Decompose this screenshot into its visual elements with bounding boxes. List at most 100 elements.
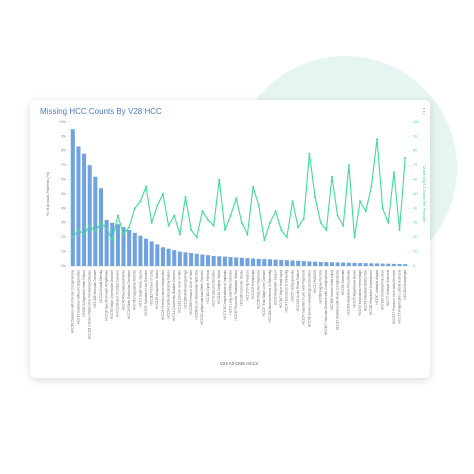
y2-tick-label: 90 [413, 134, 417, 138]
line-point [71, 236, 74, 239]
x-tick-label: HCC59 Major Depressive Disorder [110, 269, 114, 319]
x-tick-label: HCC100 Ischemic Stroke [240, 270, 244, 306]
x-tick-label: HCC75 Myasthenia Gravis [352, 270, 356, 308]
x-tick-label: HCC73 Amyotrophic Lateral Sclerosis [397, 270, 401, 324]
x-axis-title: V24 All CMS HCCs [220, 361, 259, 366]
bar [245, 258, 250, 266]
bar [307, 261, 312, 266]
bar [70, 129, 75, 266]
x-tick-label: HCC48 Coagulation Defects [133, 270, 137, 310]
bar [82, 153, 87, 266]
x-tick-label: HCC107 Vascular Disease with Complicatio… [324, 270, 328, 336]
bar [358, 262, 363, 266]
bar [403, 264, 408, 266]
line-point [263, 239, 266, 242]
line-point [280, 229, 283, 231]
bar [228, 257, 233, 266]
line-point [173, 214, 176, 217]
y2-tick-label: 10 [413, 250, 417, 254]
x-tick-label: HCC112 Fibrosis of Lung [150, 270, 154, 306]
bar [211, 255, 216, 266]
line-point [353, 236, 356, 239]
x-tick-label: HCC114 Aspiration Pneumonias [347, 270, 351, 316]
x-tick-label: HCC111 Chronic Obstructive Pulmonary Dis… [88, 270, 92, 339]
x-tick-label: HCC99 Intracranial Hemorrhage [358, 270, 362, 316]
y-tick-label: 8% [61, 149, 66, 153]
line-point [212, 224, 215, 227]
line-point [229, 214, 232, 217]
bar [200, 254, 205, 266]
x-tick-label: HCC18 Diabetes with Chronic Complication… [71, 270, 75, 334]
line-point [218, 178, 221, 181]
line-point [392, 171, 395, 174]
bar [177, 251, 182, 266]
bar [217, 256, 222, 266]
bar [194, 253, 199, 266]
line-point [404, 157, 407, 159]
bar [183, 252, 188, 266]
bar [172, 250, 177, 266]
x-tick-label: HCC9 Lung and Other Cancers [228, 270, 232, 315]
bar [397, 263, 402, 266]
line-point [398, 229, 401, 231]
x-tick-label: HCC157 Pressure Ulcer with Necrosis [392, 270, 396, 324]
x-tick-label: HCC21 Protein-Calorie Malnutrition [161, 270, 165, 320]
x-tick-label: HCC33 Intestinal Obstruction [364, 270, 368, 312]
bar [262, 259, 267, 266]
line-point [347, 164, 350, 167]
y2-tick-label: 100 [413, 120, 419, 124]
y2-tick-label: 50 [413, 192, 417, 196]
line-point [235, 197, 238, 200]
line-point [297, 226, 300, 229]
x-tick-label: HCC47 Disorders of Immunity [285, 270, 289, 313]
y-tick-label: 4% [61, 206, 66, 210]
line-point [167, 224, 170, 227]
bar [155, 244, 160, 266]
x-tick-label: HCC85 Congestive Heart Failure [82, 270, 86, 317]
line-point [387, 221, 390, 224]
line-point [274, 210, 277, 213]
chart-title: Missing HCC Counts By V28 HCC [40, 107, 162, 116]
x-tick-label: HCC188 Artificial Openings [183, 270, 187, 309]
bar [329, 262, 334, 266]
line-point [257, 204, 260, 207]
x-tick-label: HCC22 Morbid Obesity [99, 270, 103, 303]
bar [166, 248, 171, 266]
x-tick-label: HCC8 Metastatic Cancer [273, 269, 277, 305]
y2-tick-label: 30 [413, 221, 417, 225]
bar [352, 262, 357, 266]
x-tick-label: HCC166 Severe Head Injury [330, 270, 334, 311]
line-point [336, 214, 339, 217]
y-tick-label: 3% [61, 221, 66, 225]
bar [222, 256, 227, 266]
bar [110, 222, 115, 266]
x-tick-label: HCC82 Respirator Dependence [369, 270, 373, 315]
bar [296, 260, 301, 266]
line-point [77, 229, 80, 231]
menu-icon[interactable]: ⋮ [420, 107, 428, 116]
x-tick-label: HCC106 Atherosclerosis of Extremity [268, 270, 272, 323]
bar [189, 253, 194, 266]
y-tick-label: 6% [61, 178, 66, 182]
line-point [190, 229, 193, 231]
line-point [370, 185, 373, 188]
y-tick-label: 7% [61, 163, 66, 167]
bar [313, 261, 318, 266]
line-point [308, 152, 311, 155]
x-tick-label: HCC10 Lymphoma and Other Cancers [200, 270, 204, 325]
y-tick-label: 1% [61, 250, 66, 254]
x-tick-label: HCC27 End-Stage Liver Disease [262, 270, 266, 317]
x-tick-label: HCC189 Amputation Status [155, 270, 159, 309]
card [30, 100, 430, 378]
line-point [207, 218, 210, 221]
y2-tick-label: 70 [413, 163, 417, 167]
x-tick-label: HCC11 Colorectal, Bladder Cancers [172, 270, 176, 321]
x-tick-label: HCC54 Substance Use with Psychosis [302, 270, 306, 325]
bar [290, 260, 295, 266]
bar [251, 258, 256, 266]
line-point [94, 230, 97, 233]
x-tick-label: HCC19 Diabetes without Complication [76, 270, 80, 324]
bar [341, 262, 346, 266]
line-point [116, 214, 119, 217]
